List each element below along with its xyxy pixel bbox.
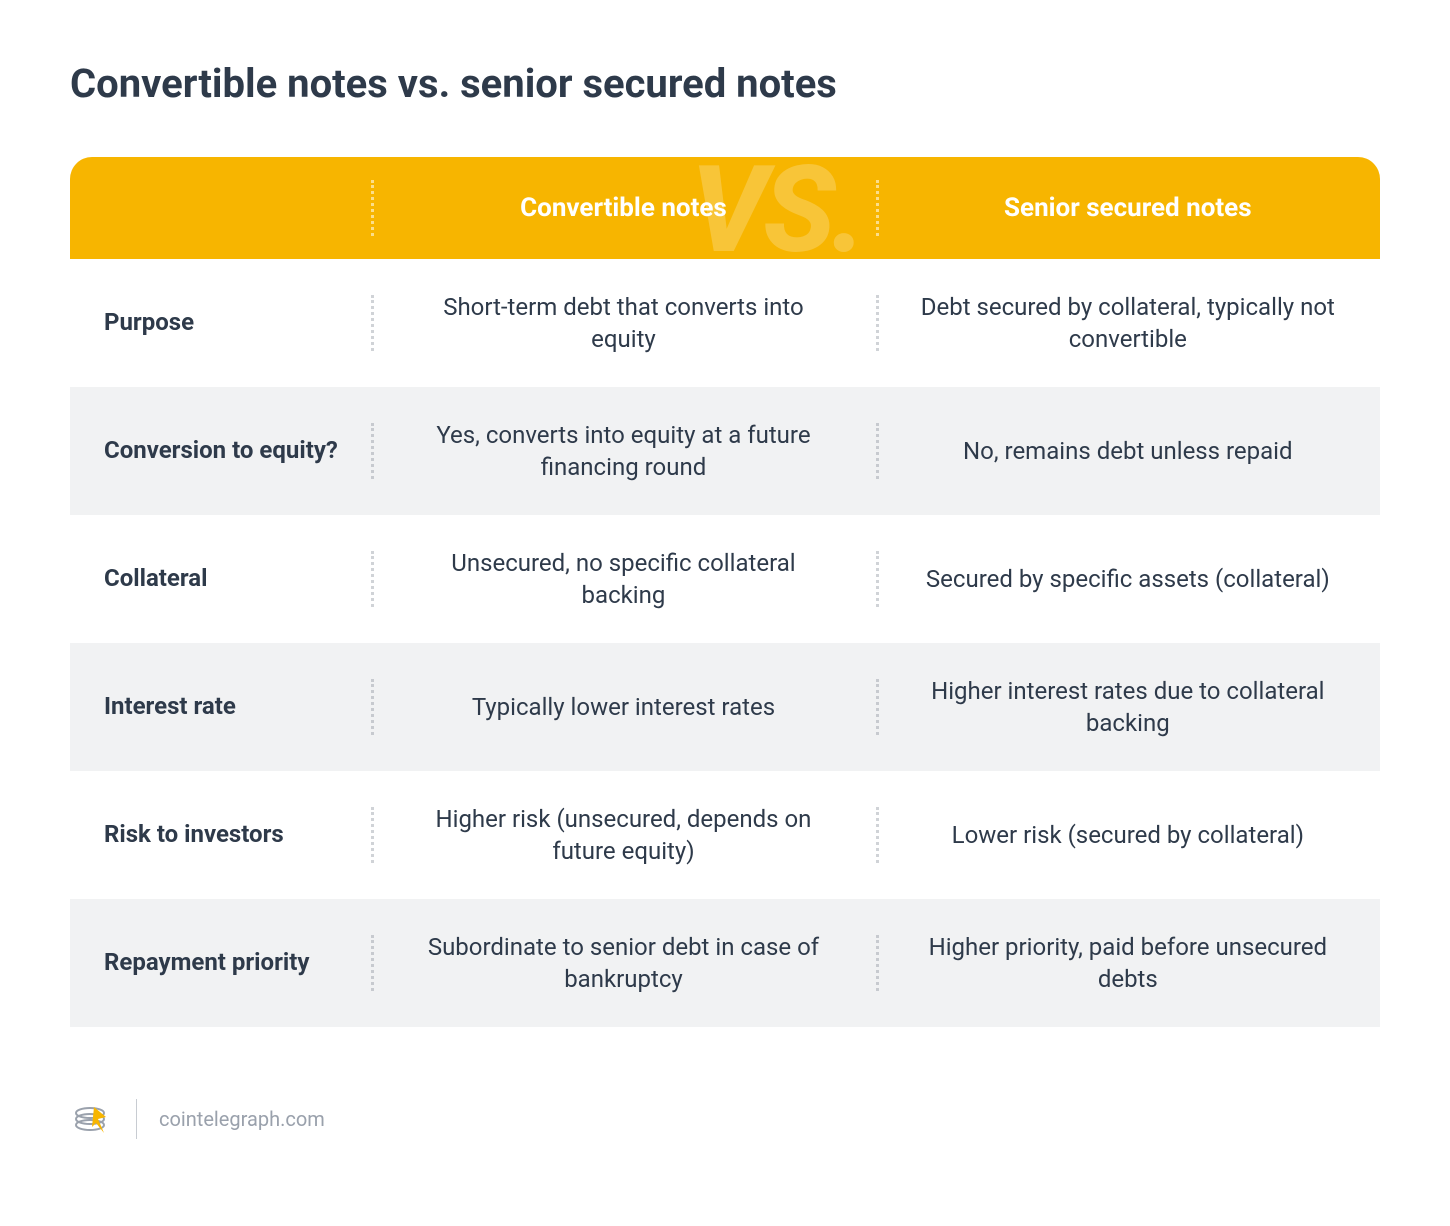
footer-divider [136,1099,137,1139]
footer: cointelegraph.com [70,1097,1380,1141]
comparison-table: VS. Convertible notes Senior secured not… [70,157,1380,1027]
cell-b: No, remains debt unless repaid [876,435,1380,467]
cell-a: Typically lower interest rates [371,691,875,723]
table-row: Risk to investors Higher risk (unsecured… [70,771,1380,899]
table-row: Conversion to equity? Yes, converts into… [70,387,1380,515]
cell-a: Short-term debt that converts into equit… [371,291,875,356]
row-label: Risk to investors [70,819,371,850]
cell-a: Unsecured, no specific collateral backin… [371,547,875,612]
row-label: Collateral [70,563,371,594]
table-row: Repayment priority Subordinate to senior… [70,899,1380,1027]
table-row: Interest rate Typically lower interest r… [70,643,1380,771]
page-title: Convertible notes vs. senior secured not… [70,60,1380,107]
footer-site-label: cointelegraph.com [159,1107,325,1131]
row-label: Interest rate [70,691,371,722]
table-row: Purpose Short-term debt that converts in… [70,259,1380,387]
cell-b: Higher interest rates due to collateral … [876,675,1380,740]
table-header-row: VS. Convertible notes Senior secured not… [70,157,1380,259]
table-row: Collateral Unsecured, no specific collat… [70,515,1380,643]
cell-b: Debt secured by collateral, typically no… [876,291,1380,356]
row-label: Conversion to equity? [70,435,371,466]
column-header-a: Convertible notes [371,193,875,223]
column-header-b: Senior secured notes [876,193,1380,223]
row-label: Repayment priority [70,947,371,978]
cell-b: Secured by specific assets (collateral) [876,563,1380,595]
cell-a: Higher risk (unsecured, depends on futur… [371,803,875,868]
row-label: Purpose [70,307,371,338]
cell-a: Subordinate to senior debt in case of ba… [371,931,875,996]
cell-b: Higher priority, paid before unsecured d… [876,931,1380,996]
cell-b: Lower risk (secured by collateral) [876,819,1380,851]
cell-a: Yes, converts into equity at a future fi… [371,419,875,484]
cointelegraph-logo-icon [70,1097,114,1141]
